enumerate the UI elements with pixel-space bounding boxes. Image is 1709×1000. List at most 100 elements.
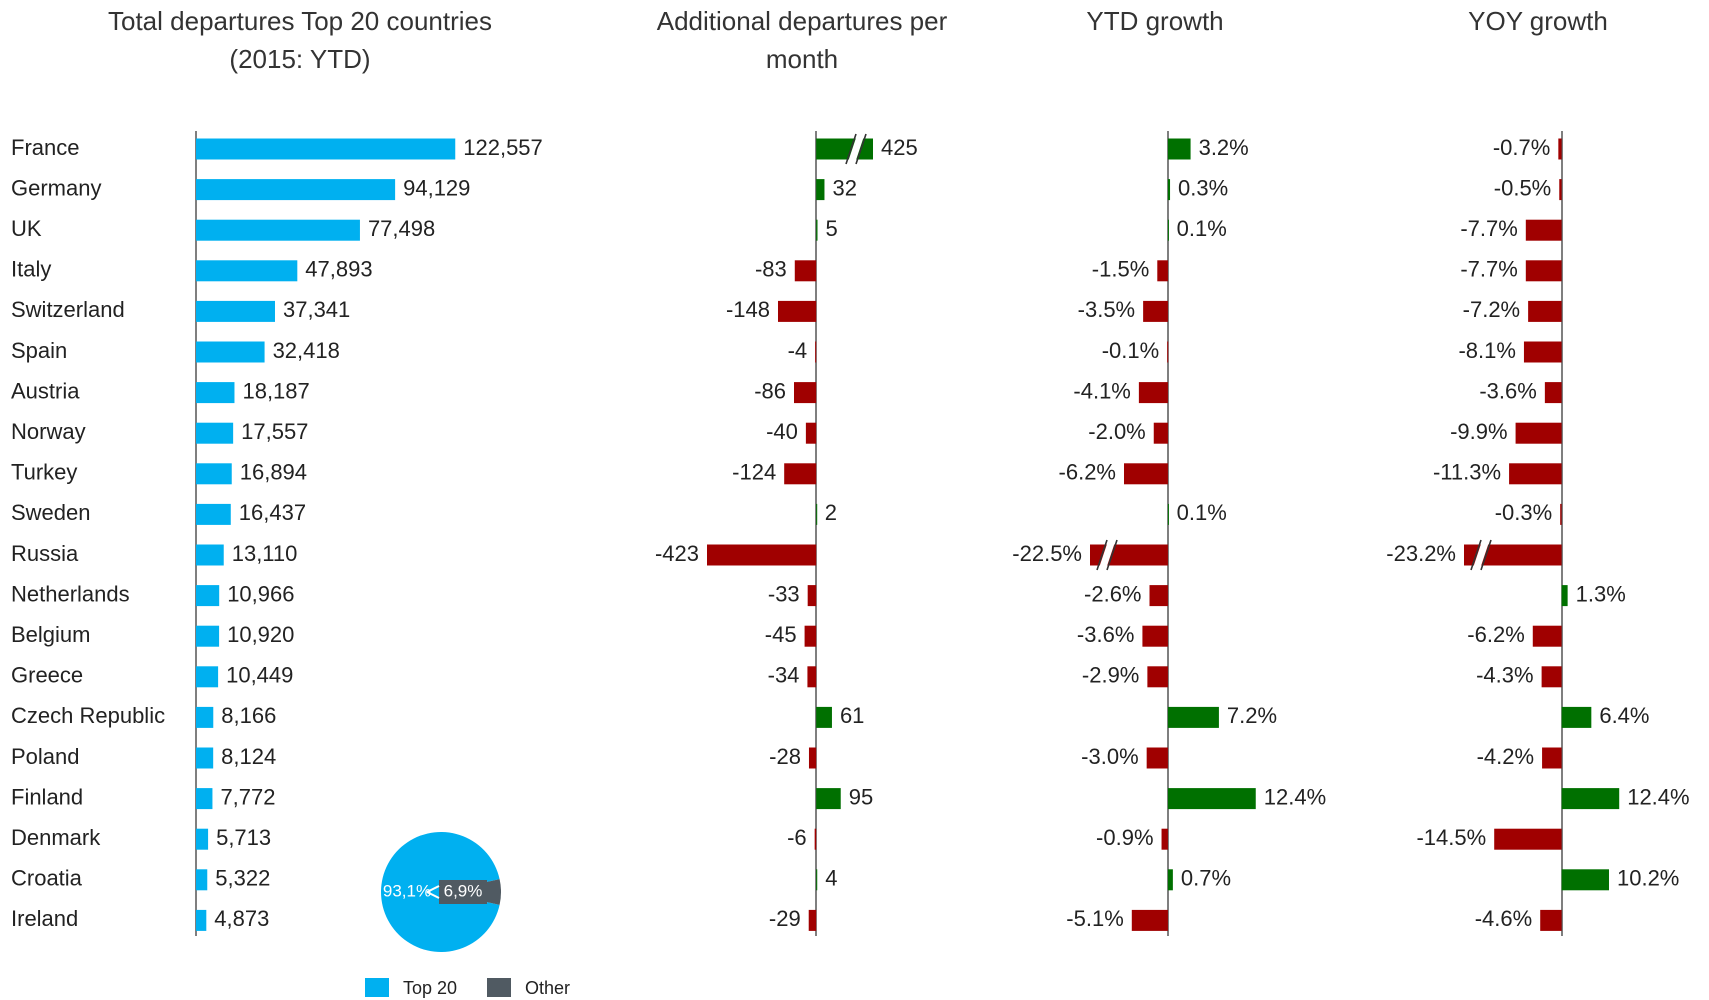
bar: [1544, 382, 1562, 404]
value-label: 122,557: [463, 135, 543, 160]
value-label: -0.3%: [1495, 500, 1552, 525]
label-box: [439, 880, 487, 904]
value-label: -34: [768, 663, 800, 688]
bar: [1147, 666, 1168, 688]
value-label: 10.2%: [1617, 866, 1679, 891]
value-label: -4.1%: [1073, 378, 1130, 403]
value-label: 93,1%: [383, 881, 431, 900]
value-label: -3.6%: [1479, 378, 1536, 403]
bar: [794, 382, 817, 404]
value-label: -3.0%: [1081, 744, 1138, 769]
category-label: Spain: [11, 338, 67, 363]
value-label: -11.3%: [1433, 460, 1501, 485]
bar: [1167, 179, 1171, 201]
value-label: -23.2%: [1386, 541, 1456, 566]
value-label: -4: [788, 338, 808, 363]
axis-break-gap: [1098, 538, 1116, 572]
value-label: -2.6%: [1084, 581, 1141, 606]
bar: [196, 747, 214, 769]
value-label: -0.5%: [1494, 175, 1551, 200]
chart-title: Additional departures per month: [656, 6, 948, 74]
value-label: -29: [769, 906, 801, 931]
value-label: 32: [832, 175, 856, 200]
value-label: 425: [881, 135, 918, 160]
bar: [1542, 747, 1562, 769]
value-label: 0.1%: [1177, 216, 1227, 241]
bar: [1559, 179, 1562, 201]
category-label: Norway: [11, 419, 86, 444]
value-label: 0.7%: [1181, 866, 1231, 891]
value-label: -6: [787, 825, 807, 850]
bar: [816, 138, 873, 160]
category-label: Netherlands: [11, 581, 130, 606]
bar: [1515, 422, 1562, 444]
bar: [1157, 260, 1168, 282]
value-label: -2.0%: [1088, 419, 1145, 444]
value-label: 10,966: [227, 581, 294, 606]
bar: [808, 909, 817, 931]
category-label: UK: [11, 216, 42, 241]
value-label: -33: [768, 581, 800, 606]
category-label: Russia: [11, 541, 79, 566]
bar: [1525, 260, 1562, 282]
axis-break-gap: [1472, 538, 1490, 572]
value-label: 5,713: [216, 825, 271, 850]
value-label: 13,110: [232, 541, 298, 566]
value-label: -14.5%: [1416, 825, 1486, 850]
value-label: -423: [655, 541, 699, 566]
bar: [808, 747, 817, 769]
value-label: 10,449: [226, 663, 293, 688]
value-label: -9.9%: [1450, 419, 1507, 444]
bar: [196, 138, 456, 160]
value-label: 94,129: [403, 175, 470, 200]
bar: [196, 625, 220, 647]
bar: [1167, 138, 1191, 160]
bar: [807, 666, 817, 688]
label-pointer: [426, 885, 440, 899]
bar: [1124, 463, 1168, 485]
value-label: -0.7%: [1493, 135, 1550, 160]
value-label: -0.1%: [1102, 338, 1159, 363]
legend-swatch: [365, 978, 389, 997]
chart-title: Total departures Top 20 countries (2015:…: [108, 6, 492, 74]
bar: [1161, 828, 1168, 850]
bar: [1153, 422, 1168, 444]
bar: [794, 260, 817, 282]
category-label: Turkey: [11, 460, 77, 485]
bar: [1561, 869, 1609, 891]
bar: [1560, 503, 1562, 525]
value-label: 12.4%: [1627, 784, 1689, 809]
bar: [1528, 300, 1562, 322]
value-label: -4.2%: [1477, 744, 1534, 769]
value-label: 8,124: [221, 744, 276, 769]
bar: [814, 828, 817, 850]
chart-title: YOY growth: [1468, 6, 1608, 36]
value-label: -86: [754, 378, 786, 403]
value-label: 0.1%: [1177, 500, 1227, 525]
axis-break: [1470, 539, 1482, 571]
category-label: Denmark: [11, 825, 101, 850]
value-label: 17,557: [241, 419, 308, 444]
bar: [1523, 341, 1562, 363]
bar: [1143, 300, 1168, 322]
bar: [777, 300, 817, 322]
value-label: 7,772: [220, 784, 275, 809]
axis-break: [1480, 539, 1492, 571]
category-label: France: [11, 135, 79, 160]
bar: [196, 828, 209, 850]
value-label: -3.6%: [1077, 622, 1134, 647]
bar: [1561, 706, 1592, 728]
value-label: 5,322: [215, 866, 270, 891]
category-label: Finland: [11, 784, 83, 809]
value-label: 16,894: [240, 460, 307, 485]
value-label: -45: [765, 622, 797, 647]
bar: [804, 625, 817, 647]
bar: [1509, 463, 1562, 485]
bar: [1138, 382, 1168, 404]
bar: [816, 869, 818, 891]
bar: [816, 503, 818, 525]
bar: [1142, 625, 1168, 647]
bar: [816, 788, 841, 810]
value-label: 16,437: [239, 500, 306, 525]
